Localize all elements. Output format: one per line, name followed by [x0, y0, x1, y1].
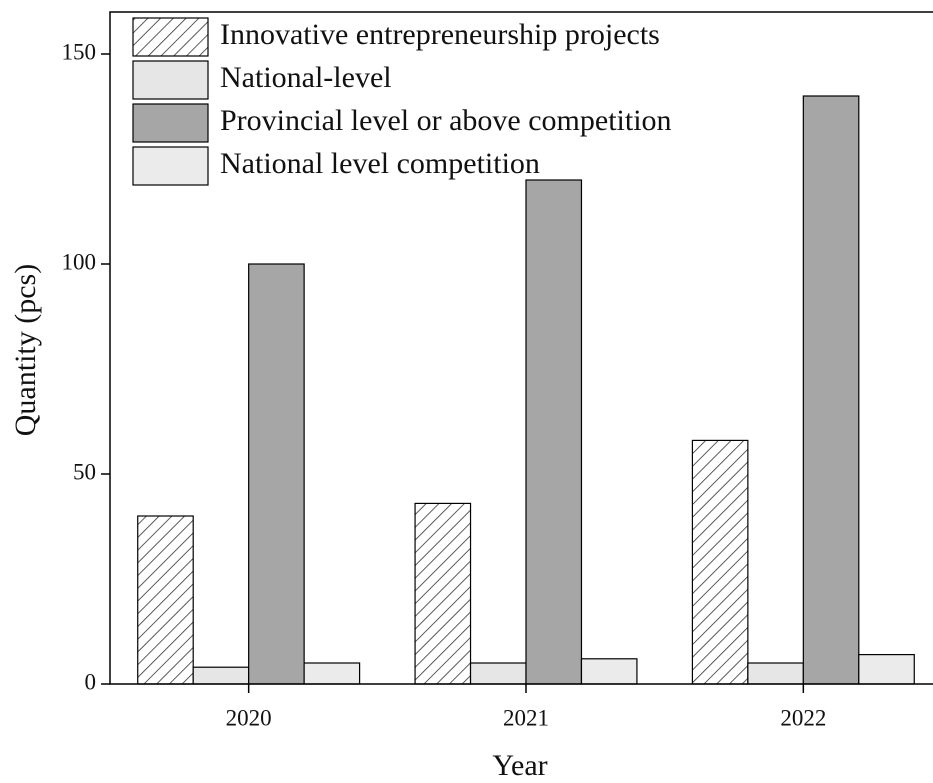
legend-swatch — [132, 17, 209, 57]
bar — [469, 662, 527, 685]
y-tick-label: 0 — [85, 669, 97, 694]
legend-label: National-level — [220, 61, 392, 94]
bar — [137, 515, 194, 685]
bar — [192, 666, 250, 685]
bar — [858, 653, 915, 685]
x-tick-label: 2022 — [780, 705, 826, 730]
bar — [414, 502, 472, 685]
legend-swatch — [132, 60, 209, 100]
bar — [747, 662, 804, 685]
y-tick-label: 50 — [73, 459, 96, 484]
bar — [802, 95, 860, 685]
legend-label: Innovative entrepreneurship projects — [220, 18, 660, 51]
legend-label: National level competition — [220, 147, 540, 180]
legend-swatch — [132, 146, 209, 186]
x-tick-label: 2020 — [226, 705, 272, 730]
legend-swatch — [132, 103, 209, 143]
bar — [525, 179, 583, 685]
bar — [248, 263, 305, 685]
bar — [691, 439, 749, 685]
x-axis-label: Year — [492, 749, 547, 782]
bar — [580, 658, 638, 685]
legend-label: Provincial level or above competition — [220, 104, 672, 137]
y-axis-label: Quantity (pcs) — [9, 264, 42, 436]
y-tick-label: 100 — [62, 249, 97, 274]
bar — [303, 662, 361, 685]
plot-frame — [109, 11, 933, 685]
y-tick-label: 150 — [62, 39, 97, 64]
x-tick-label: 2021 — [503, 705, 549, 730]
